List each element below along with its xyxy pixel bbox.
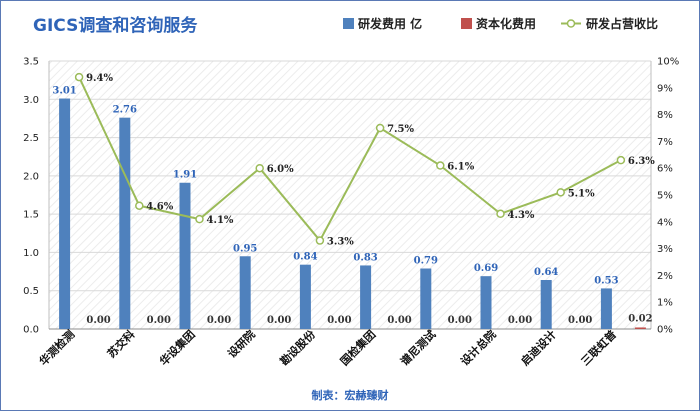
- legend-label: 资本化费用: [476, 16, 536, 31]
- ratio-label: 6.0%: [267, 164, 294, 175]
- right-axis-ticks: 0% 1% 2% 3% 4% 5% 6% 7% 8% 9% 10%: [657, 57, 679, 336]
- legend-marker-ratio: [566, 19, 576, 28]
- legend-label: 研发费用 亿: [358, 16, 422, 31]
- capitalized-expense-label: 0.00: [508, 315, 532, 326]
- category-label: 设计总院: [458, 327, 499, 368]
- rd-expense-label: 1.91: [173, 170, 197, 181]
- right-tick-label: 7%: [657, 137, 673, 148]
- right-tick-label: 0%: [657, 325, 673, 336]
- ratio-point: [616, 155, 626, 165]
- ratio-label: 5.1%: [568, 188, 595, 199]
- left-tick-label: 0.0: [23, 325, 39, 336]
- rd-expense-label: 0.83: [353, 252, 377, 263]
- bars: 3.01 0.00 2.76 0.00 1.91 0.00 0.95 0.00 0.84 0.00…: [52, 86, 653, 330]
- ratio-series-line: [78, 76, 622, 243]
- rd-expense-bar: [119, 117, 131, 329]
- category-label: 谱尼测试: [397, 327, 438, 368]
- legend-swatch-capitalized: [461, 18, 472, 29]
- right-tick-label: 10%: [657, 57, 679, 68]
- capitalized-expense-label: 0.00: [207, 315, 231, 326]
- rd-expense-bar: [239, 256, 251, 329]
- chart-title: GICS调查和咨询服务: [33, 15, 198, 36]
- category-label: 三联虹普: [578, 327, 619, 368]
- rd-expense-bar: [540, 279, 552, 329]
- rd-expense-label: 3.01: [52, 86, 76, 97]
- left-tick-label: 2.0: [23, 171, 39, 182]
- left-tick-label: 0.5: [23, 286, 39, 297]
- ratio-label: 6.3%: [628, 156, 655, 167]
- ratio-label: 4.6%: [146, 202, 173, 213]
- rd-expense-label: 0.64: [534, 267, 558, 278]
- right-tick-label: 3%: [657, 244, 673, 255]
- capitalized-expense-label: 0.00: [327, 315, 351, 326]
- rd-expense-bar: [600, 288, 612, 329]
- category-label: 国检集团: [337, 327, 378, 368]
- right-tick-label: 8%: [657, 110, 673, 121]
- legend: 研发费用 亿 资本化费用 研发占营收比: [343, 16, 658, 31]
- ratio-label: 4.3%: [508, 210, 535, 221]
- ratio-point: [496, 209, 505, 219]
- category-label: 启迪设计: [518, 327, 559, 368]
- category-label: 华测检测: [36, 327, 77, 368]
- capitalized-expense-label: 0.00: [387, 315, 411, 326]
- left-tick-label: 3.0: [23, 95, 39, 106]
- capitalized-expense-label: 0.00: [448, 315, 472, 326]
- capitalized-expense-label: 0.00: [86, 315, 110, 326]
- ratio-point: [436, 161, 445, 170]
- rd-expense-label: 0.95: [233, 243, 257, 254]
- left-tick-label: 1.5: [23, 210, 39, 221]
- ratio-label: 9.4%: [86, 73, 113, 84]
- left-tick-label: 2.5: [23, 133, 39, 144]
- right-tick-label: 9%: [657, 83, 673, 94]
- rd-expense-bar: [420, 268, 432, 329]
- rd-expense-bar: [179, 182, 191, 329]
- legend-swatch-rd: [343, 18, 354, 29]
- ratio-point: [135, 201, 144, 210]
- capitalized-expense-label: 0.02: [628, 313, 652, 324]
- ratio-label: 6.1%: [447, 162, 474, 173]
- ratio-label: 7.5%: [387, 124, 414, 135]
- ratio-label: 4.1%: [207, 215, 234, 226]
- rd-expense-label: 2.76: [113, 105, 137, 116]
- rd-expense-bar: [480, 276, 492, 329]
- left-tick-label: 3.5: [23, 57, 39, 68]
- ratio-point: [375, 123, 385, 133]
- category-label: 华设集团: [157, 327, 198, 368]
- left-tick-label: 1.0: [23, 248, 39, 259]
- category-label: 勘设股份: [277, 327, 319, 369]
- ratio-label: 3.3%: [327, 237, 354, 248]
- rd-expense-label: 0.84: [293, 252, 317, 263]
- rd-expense-label: 0.79: [414, 256, 438, 267]
- ratio-point: [255, 163, 264, 173]
- rd-expense-bar: [299, 264, 311, 329]
- left-axis-ticks: 0.0 0.5 1.0 1.5 2.0 2.5 3.0 3.5: [23, 57, 39, 336]
- legend-label: 研发占营收比: [586, 16, 658, 31]
- ratio-point: [315, 236, 325, 245]
- ratio-point: [74, 72, 84, 82]
- rd-expense-bar: [59, 98, 71, 330]
- capitalized-expense-label: 0.00: [267, 315, 291, 326]
- rd-expense-label: 0.53: [594, 275, 618, 286]
- ratio-line: 9.4% 4.6% 4.1% 6.0% 3.3% 7.5% 6.1% 4.3% 5.1% 6.3%: [74, 72, 655, 248]
- right-tick-label: 1%: [657, 298, 673, 309]
- rd-expense-bar: [360, 265, 372, 329]
- rd-expense-label: 0.69: [474, 263, 498, 274]
- category-label: 设研院: [225, 327, 258, 360]
- right-tick-label: 5%: [657, 191, 673, 202]
- capitalized-expense-label: 0.00: [147, 315, 171, 326]
- capitalized-expense-label: 0.00: [568, 315, 592, 326]
- right-tick-label: 2%: [657, 271, 673, 282]
- right-tick-label: 4%: [657, 217, 673, 228]
- source-note: 制表：宏赫臻财: [312, 388, 389, 402]
- right-tick-label: 6%: [657, 164, 673, 175]
- category-labels: 华测检测 苏交科 华设集团 设研院 勘设股份 国检集团 谱尼测试 设计总院 启迪设计 三联虹普: [36, 327, 619, 369]
- ratio-point: [556, 188, 565, 197]
- ratio-point: [195, 214, 204, 224]
- capitalized-expense-bar: [634, 327, 646, 329]
- category-label: 苏交科: [104, 327, 137, 360]
